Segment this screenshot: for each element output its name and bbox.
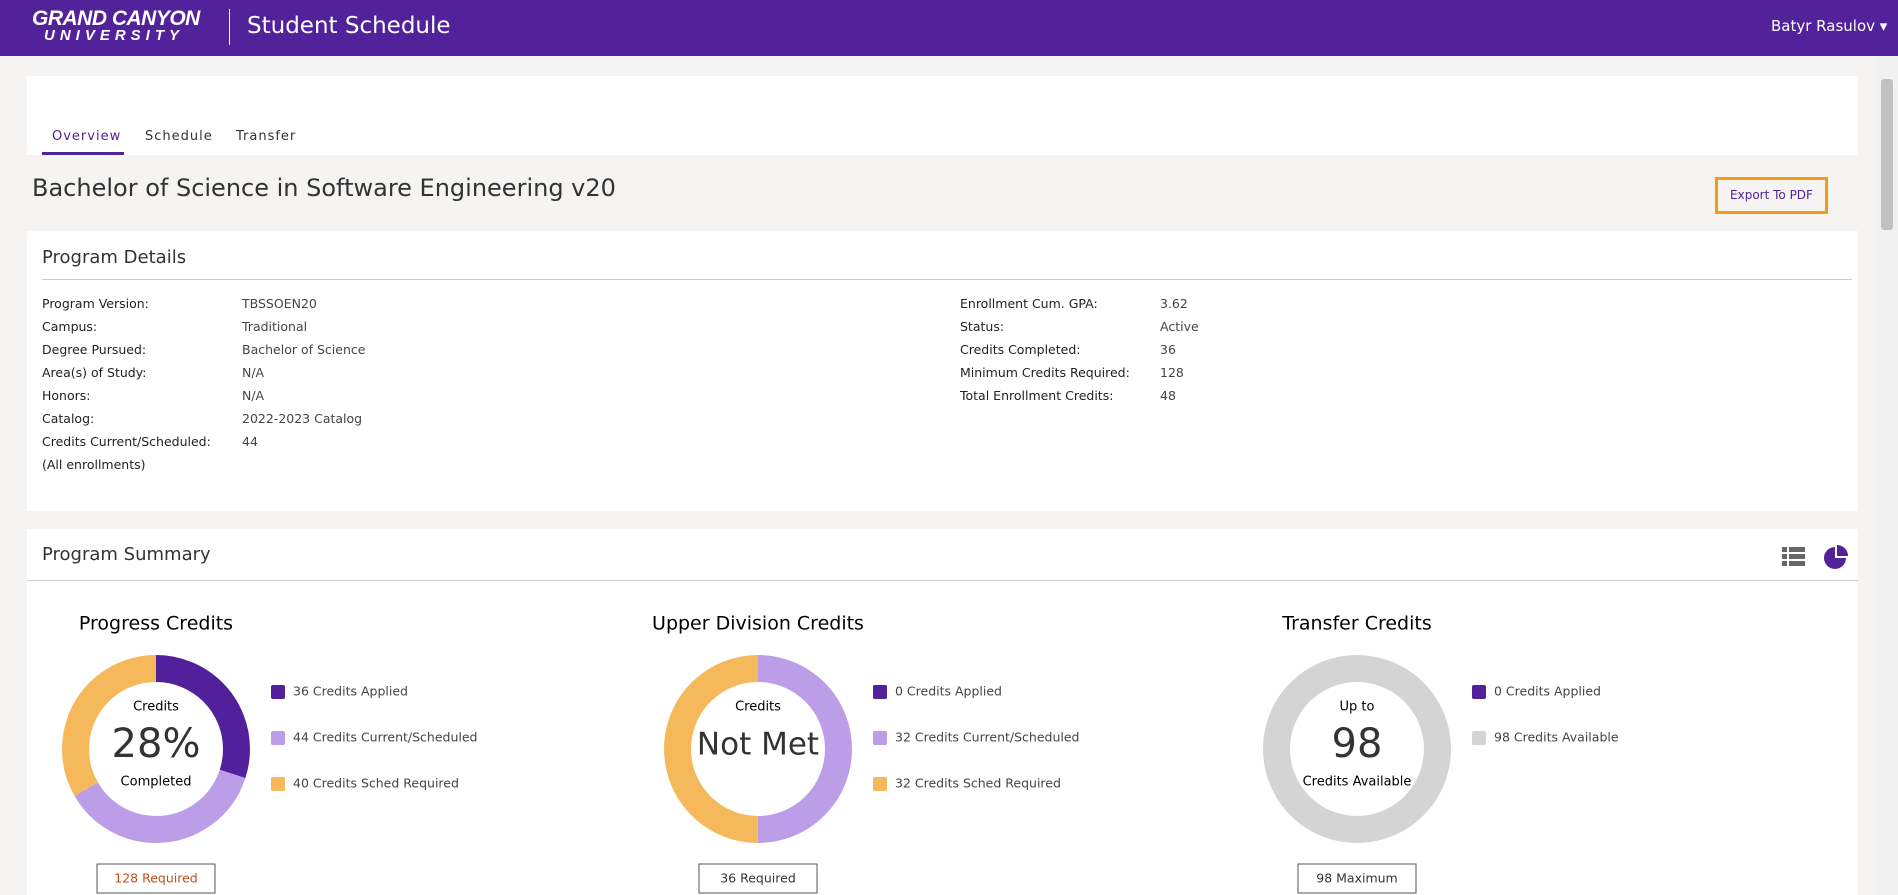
field-label: Degree Pursued:: [42, 342, 147, 357]
donut-segment: [664, 655, 852, 843]
donut-segment: [1263, 655, 1451, 843]
field-value: Traditional: [242, 319, 308, 334]
field-label: Credits Current/Scheduled:: [42, 434, 211, 449]
field-value: N/A: [242, 365, 265, 380]
divider: [27, 580, 1858, 581]
footer-label: 98 Maximum: [1316, 871, 1397, 886]
chart-title: Transfer Credits: [1281, 613, 1431, 635]
program-title: Bachelor of Science in Software Engineer…: [32, 174, 616, 202]
center-value: Not Met: [697, 727, 819, 763]
chart-view-icon[interactable]: [1824, 545, 1848, 569]
top-bar: GRAND CANYON UNIVERSITY Student Schedule…: [0, 0, 1898, 56]
tab[interactable]: Overview: [52, 129, 122, 144]
field-label: (All enrollments): [42, 457, 146, 472]
legend-swatch: [271, 777, 285, 791]
field-label: Status:: [960, 319, 1005, 334]
field-label: Area(s) of Study:: [42, 365, 147, 380]
donut-segment: [62, 655, 250, 843]
section-title: Program Summary: [42, 544, 211, 565]
field-value: TBSSOEN20: [242, 296, 317, 311]
user-name: Batyr Rasulov: [1771, 17, 1876, 35]
center-label: Completed: [121, 775, 192, 790]
legend-label: 98 Credits Available: [1494, 730, 1619, 745]
tab-underline: [42, 152, 124, 155]
legend-label: 36 Credits Applied: [293, 684, 408, 699]
footer-label: 128 Required: [114, 871, 197, 886]
scrollbar[interactable]: [1876, 56, 1898, 895]
field-label: Honors:: [42, 388, 91, 403]
field-value: 128: [1160, 365, 1184, 380]
legend-label: 0 Credits Applied: [1494, 684, 1601, 699]
field-label: Campus:: [42, 319, 98, 334]
legend-label: 0 Credits Applied: [895, 684, 1002, 699]
donut-segment: [62, 655, 250, 843]
field-label: Enrollment Cum. GPA:: [960, 296, 1098, 311]
field-value: Bachelor of Science: [242, 342, 366, 357]
tab[interactable]: Schedule: [145, 129, 213, 144]
field-value: 3.62: [1160, 296, 1188, 311]
user-menu[interactable]: Batyr Rasulov ▾: [1771, 17, 1888, 35]
legend-swatch: [1472, 685, 1486, 699]
tab-card: [27, 76, 1858, 155]
legend-label: 40 Credits Sched Required: [293, 776, 459, 791]
legend-label: 44 Credits Current/Scheduled: [293, 730, 478, 745]
center-label: Credits Available: [1303, 775, 1412, 790]
field-value: Active: [1160, 319, 1199, 334]
legend-swatch: [873, 777, 887, 791]
legend-label: 32 Credits Current/Scheduled: [895, 730, 1080, 745]
button-label: Export To PDF: [1730, 188, 1813, 202]
legend-swatch: [271, 731, 285, 745]
export-button[interactable]: Export To PDF: [1715, 177, 1828, 214]
logo-line: GRAND CANYON: [32, 7, 200, 30]
field-label: Minimum Credits Required:: [960, 365, 1130, 380]
field-value: 44: [242, 434, 258, 449]
field-value: N/A: [242, 388, 265, 403]
legend-swatch: [271, 685, 285, 699]
footer-box: [1297, 863, 1417, 894]
list-view-icon[interactable]: [1782, 547, 1805, 566]
legend-swatch: [873, 731, 887, 745]
footer-label: 36 Required: [720, 871, 796, 886]
scroll-thumb[interactable]: [1881, 79, 1893, 230]
field-label: Program Version:: [42, 296, 149, 311]
legend-swatch: [873, 685, 887, 699]
app-title: Student Schedule: [247, 13, 451, 39]
center-label: Credits: [133, 700, 179, 715]
center-label: Up to: [1340, 700, 1375, 715]
center-value: 98: [1332, 721, 1383, 767]
view-icons: [1782, 545, 1848, 569]
chart-title: Upper Division Credits: [652, 613, 864, 635]
field-label: Catalog:: [42, 411, 95, 426]
center-label: Credits: [735, 700, 781, 715]
field-value: 48: [1160, 388, 1176, 403]
footer-box: [96, 863, 216, 894]
program-details-card: Program Details Program Version: TBSSOEN2…: [27, 231, 1858, 511]
field-label: Total Enrollment Credits:: [960, 388, 1114, 403]
section-title: Program Details: [42, 247, 187, 268]
footer-box: [698, 863, 818, 894]
charts: Progress Credits 36 Credits Applied 44 Cre…: [62, 613, 1619, 894]
legend-label: 32 Credits Sched Required: [895, 776, 1061, 791]
logo-line: UNIVERSITY: [44, 27, 185, 44]
field-label: Credits Completed:: [960, 342, 1081, 357]
field-value: 2022-2023 Catalog: [242, 411, 363, 426]
divider: [229, 9, 230, 45]
tab[interactable]: Transfer: [236, 129, 297, 144]
program-summary-card: Program Summary Progress Credits 36 Credi…: [27, 529, 1858, 895]
divider: [42, 279, 1852, 280]
field-value: 36: [1160, 342, 1176, 357]
chart-title: Progress Credits: [79, 613, 233, 635]
center-value: 28%: [112, 721, 201, 767]
legend-swatch: [1472, 731, 1486, 745]
